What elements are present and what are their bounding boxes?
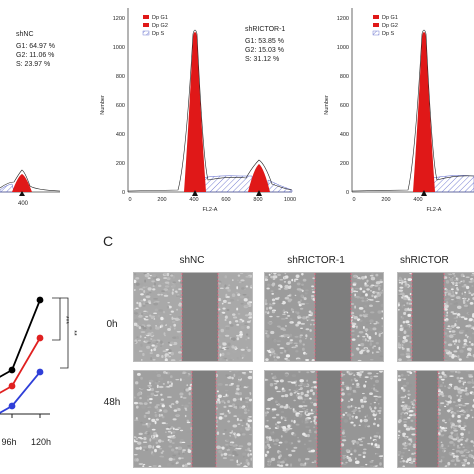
svg-text:800: 800	[253, 197, 262, 203]
x-tick-96h: 96h	[1, 437, 16, 447]
svg-text:Dp G2: Dp G2	[382, 23, 398, 29]
svg-text:600: 600	[221, 197, 230, 203]
svg-text:1000: 1000	[337, 45, 349, 51]
svg-text:0: 0	[122, 190, 125, 196]
row-label-0h: 0h	[106, 319, 117, 330]
svg-text:1000: 1000	[284, 197, 296, 203]
micrograph-shrictor-1-0h	[264, 272, 384, 362]
svg-text:Dp G1: Dp G1	[152, 15, 168, 21]
micrograph-shrictor-2-0h	[397, 272, 474, 362]
hist-stat-s: S: 23.97 %	[16, 61, 50, 68]
series-point-0-1	[36, 296, 44, 304]
svg-text:200: 200	[340, 161, 349, 167]
column-header-shnc: shNC	[179, 255, 204, 266]
x-axis-label: FL2-A	[203, 207, 218, 213]
x-ticks: 0 200 400	[352, 197, 422, 203]
svg-text:800: 800	[116, 74, 125, 80]
svg-text:200: 200	[381, 197, 390, 203]
micrograph-shnc-0h	[133, 272, 253, 362]
svg-text:Dp S: Dp S	[382, 31, 395, 37]
svg-text:200: 200	[116, 161, 125, 167]
hist-stat-s: S: 31.12 %	[245, 56, 279, 63]
histogram-shrictor-2: 0 200 400 600 800 1000 1200 Number 0 200…	[324, 8, 474, 213]
svg-text:400: 400	[340, 132, 349, 138]
series-point-1-1	[36, 334, 44, 342]
hist-label: shNC	[16, 31, 34, 38]
x-axis-label: FL2-A	[427, 207, 442, 213]
svg-text:400: 400	[116, 132, 125, 138]
y-ticks: 0 200 400 600 800 1000 1200	[337, 16, 349, 196]
hist-label: shRICTOR-1	[245, 26, 285, 33]
hist-stat-g1: G1: 64.97 %	[16, 43, 55, 50]
g2-peak	[12, 174, 32, 192]
series-point-2-1	[36, 368, 44, 376]
legend: Dp G1 Dp G2 Dp S	[142, 15, 168, 37]
significance-2: **	[70, 330, 77, 336]
hist-xtick: 400	[18, 201, 29, 207]
micrograph-shrictor-2-48h	[397, 370, 474, 468]
svg-text:600: 600	[340, 103, 349, 109]
micrograph-shnc-48h	[133, 370, 253, 468]
column-header-shrictor-2: shRICTOR	[400, 255, 449, 266]
series-point-1-0	[8, 382, 16, 390]
g2-peak	[248, 164, 270, 192]
svg-text:Dp S: Dp S	[152, 31, 165, 37]
svg-text:800: 800	[340, 74, 349, 80]
micrograph-shrictor-1-48h	[264, 370, 384, 468]
g2-marker	[19, 191, 25, 196]
y-ticks: 0 200 400 600 800 1000 1200	[113, 16, 125, 196]
hist-stat-g2: G2: 15.03 %	[245, 47, 284, 54]
series-line-0	[0, 299, 41, 378]
svg-text:600: 600	[116, 103, 125, 109]
growth-curve: 96h 120h *** **	[0, 296, 77, 447]
svg-text:0: 0	[128, 197, 131, 203]
svg-text:1200: 1200	[337, 16, 349, 22]
svg-text:200: 200	[157, 197, 166, 203]
legend: Dp G1 Dp G2 Dp S	[372, 15, 398, 37]
hist-stat-g2: G2: 11.06 %	[16, 52, 54, 59]
x-ticks: 0 200 400 600 800 1000	[128, 197, 296, 203]
series-line-2	[0, 371, 41, 414]
svg-text:400: 400	[413, 197, 422, 203]
series-point-2-0	[8, 402, 16, 410]
column-header-shrictor-1: shRICTOR-1	[287, 255, 345, 266]
svg-text:0: 0	[346, 190, 349, 196]
g1-peak	[184, 32, 206, 192]
row-label-48h: 48h	[104, 397, 121, 408]
histogram-shrictor-1: 0 200 400 600 800 1000 1200 Number 0 200…	[100, 8, 296, 213]
y-axis-label: Number	[100, 95, 106, 115]
y-axis-label: Number	[324, 95, 330, 115]
panel-label: C	[103, 233, 113, 249]
svg-text:400: 400	[189, 197, 198, 203]
histogram-shnc: shNC G1: 64.97 % G2: 11.06 % S: 23.97 % …	[0, 31, 61, 207]
g1-peak	[413, 32, 435, 192]
svg-text:1000: 1000	[113, 45, 125, 51]
series-group	[0, 296, 44, 414]
series-point-0-0	[8, 366, 16, 374]
x-tick-120h: 120h	[31, 437, 51, 447]
svg-text:Dp G2: Dp G2	[152, 23, 168, 29]
svg-text:1200: 1200	[113, 16, 125, 22]
svg-text:Dp G1: Dp G1	[382, 15, 398, 21]
hist-stat-g1: G1: 53.85 %	[245, 38, 284, 45]
svg-text:0: 0	[352, 197, 355, 203]
significance-1: ***	[62, 316, 69, 324]
